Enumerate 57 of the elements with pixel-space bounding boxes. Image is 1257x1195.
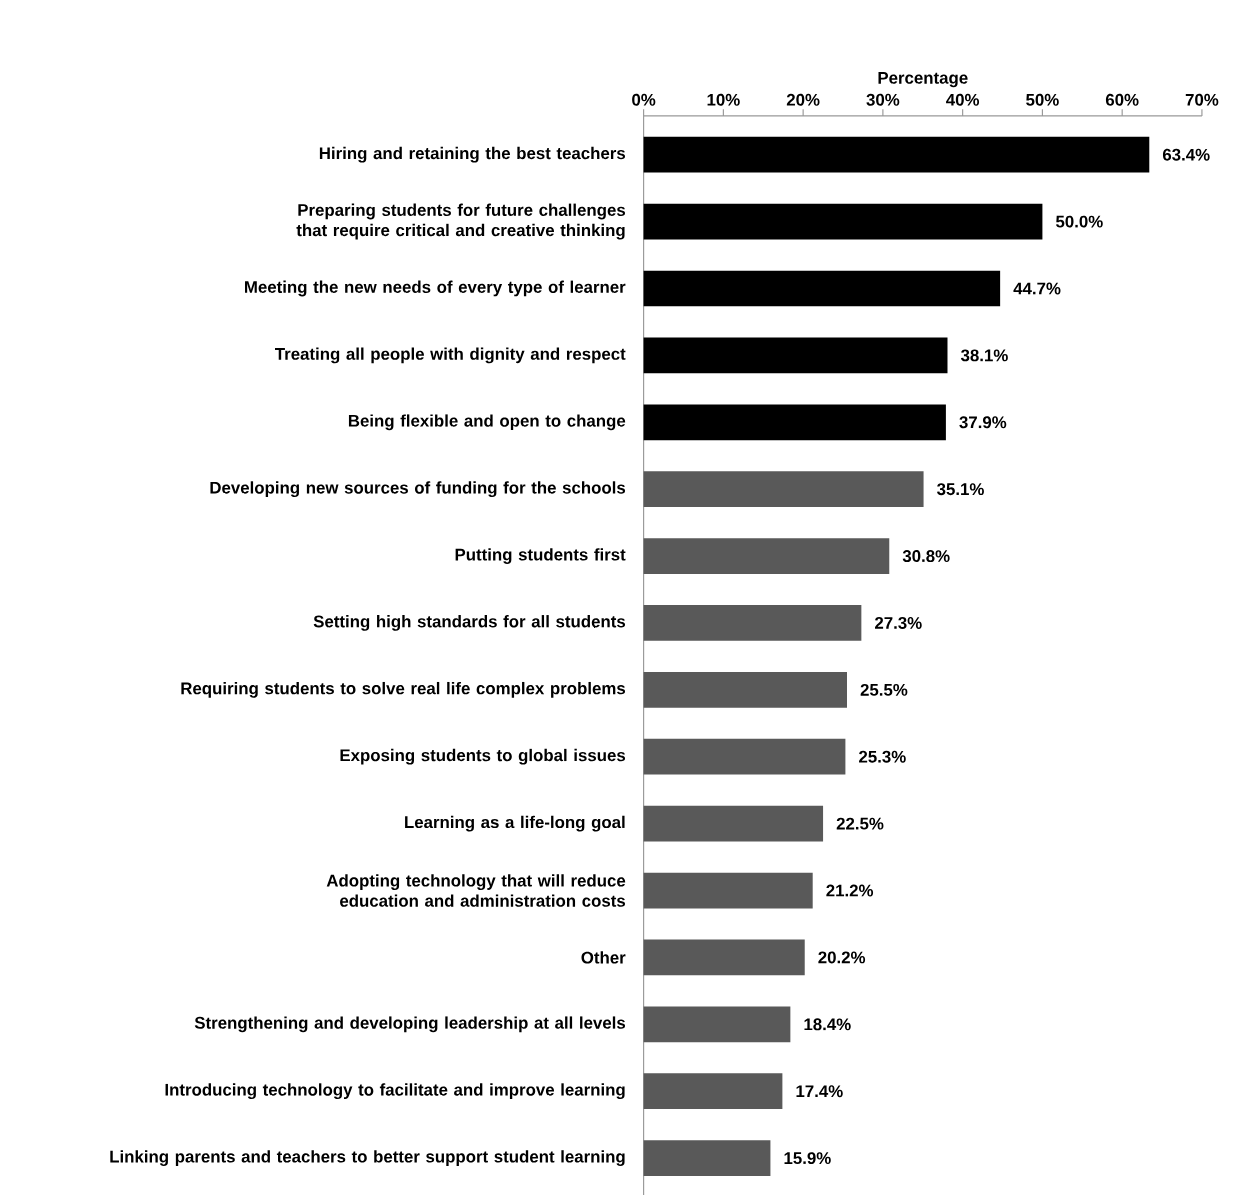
y-tick-label: Introducing technology to facilitate and improve learning xyxy=(165,1083,625,1100)
y-tick-label: Learning as a life-long goal xyxy=(405,815,625,832)
bar xyxy=(643,1140,771,1177)
bar xyxy=(643,136,1150,173)
data-label: 38.1% xyxy=(960,349,1008,362)
bar xyxy=(643,1073,783,1110)
bar xyxy=(643,672,847,708)
data-label: 35.1% xyxy=(937,483,984,496)
bar xyxy=(643,738,846,775)
bar xyxy=(643,605,862,641)
bar xyxy=(643,1006,791,1043)
x-axis-title: Percentage xyxy=(878,72,968,88)
data-label: 18.4% xyxy=(804,1018,851,1031)
x-tick-label: 0% xyxy=(632,93,656,106)
y-tick-label: Requiring students to solve real life complex problems xyxy=(181,682,626,698)
y-tick-label: Other xyxy=(581,951,626,964)
y-tick-label: Hiring and retaining the best teachers xyxy=(319,146,626,163)
bar xyxy=(643,270,1001,307)
data-label: 25.3% xyxy=(859,750,906,763)
y-tick-label: Putting students first xyxy=(455,548,626,564)
x-tick-label: 70% xyxy=(1185,93,1219,106)
x-tick-label: 30% xyxy=(866,93,900,106)
bar xyxy=(643,872,813,909)
y-tick-label: Developing new sources of funding for the schools xyxy=(210,481,626,498)
data-label: 50.0% xyxy=(1055,215,1103,228)
y-tick-label: Adopting technology that will reduce education and administration costs xyxy=(326,874,626,907)
y-tick-label: Strengthening and developing leadership at all levels xyxy=(194,1016,626,1033)
x-tick-label: 40% xyxy=(946,93,980,106)
x-tick-label: 10% xyxy=(707,93,740,106)
data-label: 17.4% xyxy=(796,1085,843,1098)
data-label: 22.5% xyxy=(836,817,884,830)
y-tick-label: Being flexible and open to change xyxy=(348,414,626,431)
data-label: 25.5% xyxy=(860,683,908,696)
data-label: 44.7% xyxy=(1013,282,1061,295)
data-label: 15.9% xyxy=(784,1152,831,1165)
data-label: 27.3% xyxy=(875,617,922,629)
bar xyxy=(643,805,824,842)
data-label: 37.9% xyxy=(959,416,1007,429)
data-label: 21.2% xyxy=(826,884,874,897)
y-tick-label: Treating all people with dignity and respect xyxy=(275,347,626,364)
bar xyxy=(643,939,805,976)
bar xyxy=(643,337,948,374)
data-label: 30.8% xyxy=(902,550,950,563)
bar xyxy=(643,471,924,508)
bar xyxy=(643,404,946,441)
bar xyxy=(643,538,890,574)
y-tick-label: Meeting the new needs of every type of learner xyxy=(245,280,626,297)
y-tick-label: Setting high standards for all students xyxy=(313,615,626,631)
x-tick-label: 50% xyxy=(1026,93,1059,106)
y-tick-label: Exposing students to global issues xyxy=(340,748,626,765)
data-label: 63.4% xyxy=(1162,148,1210,161)
bar xyxy=(643,203,1043,240)
x-tick-label: 60% xyxy=(1105,93,1139,106)
x-tick-label: 20% xyxy=(786,93,820,106)
data-label: 20.2% xyxy=(818,951,866,964)
y-tick-label: Linking parents and teachers to better support student learning xyxy=(110,1150,625,1167)
y-tick-label: Preparing students for future challenges that require critical and creative thinking xyxy=(296,203,626,240)
